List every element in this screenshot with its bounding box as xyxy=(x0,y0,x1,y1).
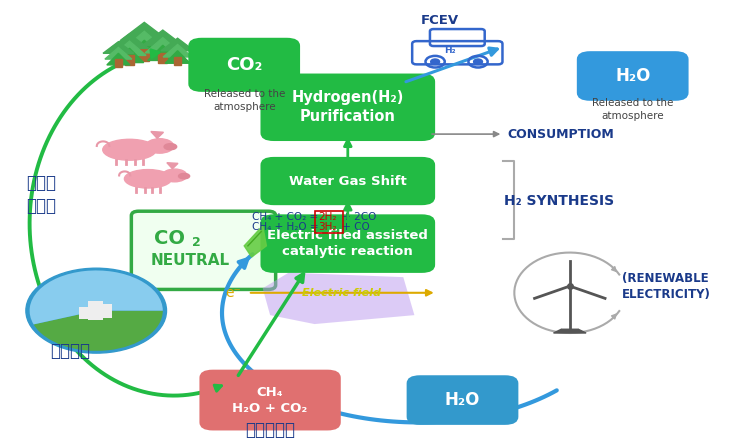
Circle shape xyxy=(26,268,166,353)
Text: CO₂: CO₂ xyxy=(226,56,263,74)
Polygon shape xyxy=(554,329,586,333)
Text: CO: CO xyxy=(154,229,185,248)
FancyBboxPatch shape xyxy=(260,215,435,273)
Text: 혜기소화: 혜기소화 xyxy=(50,342,90,360)
Polygon shape xyxy=(165,51,190,63)
Polygon shape xyxy=(244,226,266,257)
Text: FCEV: FCEV xyxy=(421,13,460,27)
Polygon shape xyxy=(161,38,194,51)
Polygon shape xyxy=(139,49,149,61)
FancyBboxPatch shape xyxy=(407,375,518,425)
FancyBboxPatch shape xyxy=(260,73,435,141)
Text: 3H₂: 3H₂ xyxy=(318,222,337,232)
Text: Electric field: Electric field xyxy=(303,288,381,298)
Polygon shape xyxy=(167,163,178,169)
Text: e⁻: e⁻ xyxy=(225,286,241,300)
Polygon shape xyxy=(110,34,149,48)
FancyBboxPatch shape xyxy=(132,211,275,290)
Text: CONSUMPTIOM: CONSUMPTIOM xyxy=(507,127,613,141)
FancyBboxPatch shape xyxy=(260,157,435,205)
Text: CH₄ + H₂O =: CH₄ + H₂O = xyxy=(252,222,321,232)
Polygon shape xyxy=(125,55,134,65)
Polygon shape xyxy=(113,41,146,55)
Polygon shape xyxy=(151,131,164,139)
Text: + 2CO: + 2CO xyxy=(339,212,377,222)
Text: H₂O: H₂O xyxy=(615,67,650,85)
Ellipse shape xyxy=(146,139,173,153)
FancyBboxPatch shape xyxy=(101,304,112,318)
Text: 바이오가스: 바이오가스 xyxy=(245,421,295,439)
Polygon shape xyxy=(163,45,192,57)
Circle shape xyxy=(474,59,482,64)
Text: 2: 2 xyxy=(192,236,201,249)
Polygon shape xyxy=(145,38,181,53)
Text: H₂O: H₂O xyxy=(445,391,480,409)
Polygon shape xyxy=(115,59,122,67)
Polygon shape xyxy=(103,42,134,53)
Ellipse shape xyxy=(124,169,172,188)
Text: 유기성
폐기물: 유기성 폐기물 xyxy=(26,174,56,215)
Polygon shape xyxy=(107,53,130,65)
Text: CH₄
H₂O + CO₂: CH₄ H₂O + CO₂ xyxy=(232,386,308,414)
Text: NEUTRAL: NEUTRAL xyxy=(151,253,229,268)
Ellipse shape xyxy=(103,139,156,160)
Polygon shape xyxy=(174,57,181,65)
Ellipse shape xyxy=(164,143,177,150)
Circle shape xyxy=(431,59,440,64)
Polygon shape xyxy=(115,48,144,63)
Text: Released to the
atmosphere: Released to the atmosphere xyxy=(204,89,285,112)
FancyBboxPatch shape xyxy=(577,51,689,101)
Text: H₂ SYNTHESIS: H₂ SYNTHESIS xyxy=(504,194,613,208)
FancyBboxPatch shape xyxy=(188,38,300,92)
Wedge shape xyxy=(33,311,163,351)
FancyBboxPatch shape xyxy=(88,301,103,320)
Text: Electric filed assisted
catalytic reaction: Electric filed assisted catalytic reacti… xyxy=(267,229,428,258)
Text: 2H₂: 2H₂ xyxy=(318,212,337,222)
Text: H₂: H₂ xyxy=(444,46,456,55)
Polygon shape xyxy=(127,40,162,58)
Text: Hydrogen(H₂)
Purification: Hydrogen(H₂) Purification xyxy=(292,90,404,124)
Polygon shape xyxy=(124,31,165,49)
Text: Water Gas Shift: Water Gas Shift xyxy=(289,174,407,188)
Polygon shape xyxy=(121,22,168,40)
Polygon shape xyxy=(148,45,178,60)
Text: + CO: + CO xyxy=(339,222,370,232)
Wedge shape xyxy=(30,270,163,325)
Ellipse shape xyxy=(163,169,187,182)
Polygon shape xyxy=(143,30,183,45)
Ellipse shape xyxy=(178,173,189,179)
Polygon shape xyxy=(263,273,414,324)
FancyBboxPatch shape xyxy=(199,370,340,430)
Text: (RENEWABLE
ELECTRICITY): (RENEWABLE ELECTRICITY) xyxy=(622,272,710,300)
Text: Released to the
atmosphere: Released to the atmosphere xyxy=(592,98,673,121)
Polygon shape xyxy=(561,329,579,331)
Polygon shape xyxy=(158,53,167,63)
Text: CH₄ + CO₂ =: CH₄ + CO₂ = xyxy=(252,212,321,222)
Polygon shape xyxy=(105,47,132,59)
FancyBboxPatch shape xyxy=(79,307,88,319)
